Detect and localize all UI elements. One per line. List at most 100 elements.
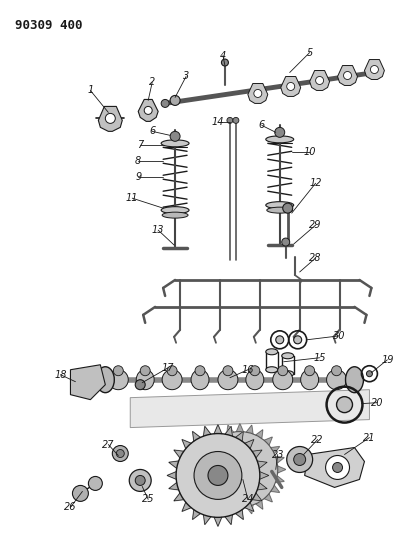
Ellipse shape bbox=[278, 366, 288, 376]
Polygon shape bbox=[245, 440, 254, 449]
Text: 12: 12 bbox=[309, 178, 322, 188]
Ellipse shape bbox=[301, 370, 319, 390]
Polygon shape bbox=[271, 486, 280, 492]
Text: 2: 2 bbox=[149, 77, 155, 87]
Ellipse shape bbox=[332, 366, 342, 376]
Polygon shape bbox=[227, 425, 234, 434]
Polygon shape bbox=[246, 505, 253, 514]
Polygon shape bbox=[196, 456, 204, 463]
Circle shape bbox=[282, 238, 290, 246]
Polygon shape bbox=[203, 426, 211, 436]
Text: 10: 10 bbox=[303, 147, 316, 157]
Polygon shape bbox=[271, 447, 280, 454]
Polygon shape bbox=[275, 476, 284, 482]
Ellipse shape bbox=[246, 370, 264, 390]
Polygon shape bbox=[225, 426, 232, 436]
Text: 1: 1 bbox=[87, 85, 94, 95]
Polygon shape bbox=[169, 461, 179, 469]
Circle shape bbox=[129, 470, 151, 491]
Ellipse shape bbox=[273, 370, 293, 390]
Polygon shape bbox=[257, 461, 267, 469]
Polygon shape bbox=[337, 66, 357, 85]
Ellipse shape bbox=[162, 212, 188, 218]
Text: 7: 7 bbox=[137, 140, 143, 150]
Circle shape bbox=[194, 451, 242, 499]
Circle shape bbox=[233, 117, 239, 123]
Circle shape bbox=[283, 203, 293, 213]
Ellipse shape bbox=[326, 370, 346, 390]
Ellipse shape bbox=[282, 353, 294, 359]
Circle shape bbox=[144, 107, 152, 115]
Ellipse shape bbox=[161, 140, 189, 147]
Ellipse shape bbox=[218, 370, 238, 390]
Circle shape bbox=[287, 83, 295, 91]
Circle shape bbox=[227, 117, 233, 123]
Circle shape bbox=[170, 131, 180, 141]
Polygon shape bbox=[364, 60, 384, 79]
Text: 13: 13 bbox=[152, 225, 164, 235]
Polygon shape bbox=[236, 424, 243, 432]
Circle shape bbox=[316, 77, 324, 84]
Polygon shape bbox=[196, 476, 204, 482]
Ellipse shape bbox=[161, 207, 189, 214]
Circle shape bbox=[337, 397, 353, 413]
Text: 18: 18 bbox=[54, 370, 67, 379]
Text: 27: 27 bbox=[102, 440, 115, 449]
Polygon shape bbox=[256, 430, 263, 439]
Circle shape bbox=[170, 95, 180, 106]
Polygon shape bbox=[256, 500, 263, 509]
Circle shape bbox=[135, 379, 145, 390]
Circle shape bbox=[371, 66, 378, 74]
Text: 14: 14 bbox=[212, 117, 224, 127]
Ellipse shape bbox=[305, 366, 315, 376]
Circle shape bbox=[112, 446, 128, 462]
Polygon shape bbox=[207, 437, 216, 445]
Polygon shape bbox=[203, 515, 211, 524]
Text: 5: 5 bbox=[306, 47, 313, 58]
Circle shape bbox=[276, 336, 284, 344]
Polygon shape bbox=[130, 390, 369, 427]
Circle shape bbox=[221, 59, 228, 66]
Polygon shape bbox=[174, 493, 184, 501]
Polygon shape bbox=[260, 472, 269, 479]
Circle shape bbox=[254, 90, 262, 98]
Text: 22: 22 bbox=[311, 434, 324, 445]
Polygon shape bbox=[193, 510, 200, 520]
Text: 90309 400: 90309 400 bbox=[15, 19, 82, 31]
Ellipse shape bbox=[282, 371, 294, 377]
Polygon shape bbox=[138, 100, 158, 122]
Text: 8: 8 bbox=[135, 156, 142, 166]
Circle shape bbox=[294, 336, 302, 344]
Polygon shape bbox=[98, 107, 122, 131]
Polygon shape bbox=[252, 493, 262, 501]
Polygon shape bbox=[174, 450, 184, 458]
Polygon shape bbox=[193, 431, 200, 441]
Text: 3: 3 bbox=[183, 71, 189, 82]
Ellipse shape bbox=[267, 207, 293, 213]
Ellipse shape bbox=[195, 366, 205, 376]
Circle shape bbox=[106, 114, 115, 123]
Ellipse shape bbox=[97, 367, 114, 393]
Text: 11: 11 bbox=[126, 193, 139, 203]
Polygon shape bbox=[278, 466, 286, 473]
Ellipse shape bbox=[346, 367, 364, 393]
Ellipse shape bbox=[266, 367, 278, 373]
Polygon shape bbox=[182, 502, 191, 512]
Text: 28: 28 bbox=[309, 253, 322, 263]
Polygon shape bbox=[169, 482, 179, 490]
Polygon shape bbox=[227, 505, 234, 514]
Circle shape bbox=[326, 456, 350, 480]
Text: 4: 4 bbox=[220, 51, 226, 61]
Circle shape bbox=[333, 463, 342, 472]
Polygon shape bbox=[194, 466, 202, 473]
Text: 21: 21 bbox=[363, 433, 376, 442]
Circle shape bbox=[287, 447, 312, 472]
Polygon shape bbox=[207, 494, 216, 502]
Ellipse shape bbox=[136, 370, 154, 390]
Polygon shape bbox=[214, 425, 222, 434]
Polygon shape bbox=[252, 450, 262, 458]
Text: 30: 30 bbox=[333, 331, 346, 341]
Polygon shape bbox=[248, 84, 268, 103]
Circle shape bbox=[344, 71, 351, 79]
Polygon shape bbox=[275, 456, 284, 463]
